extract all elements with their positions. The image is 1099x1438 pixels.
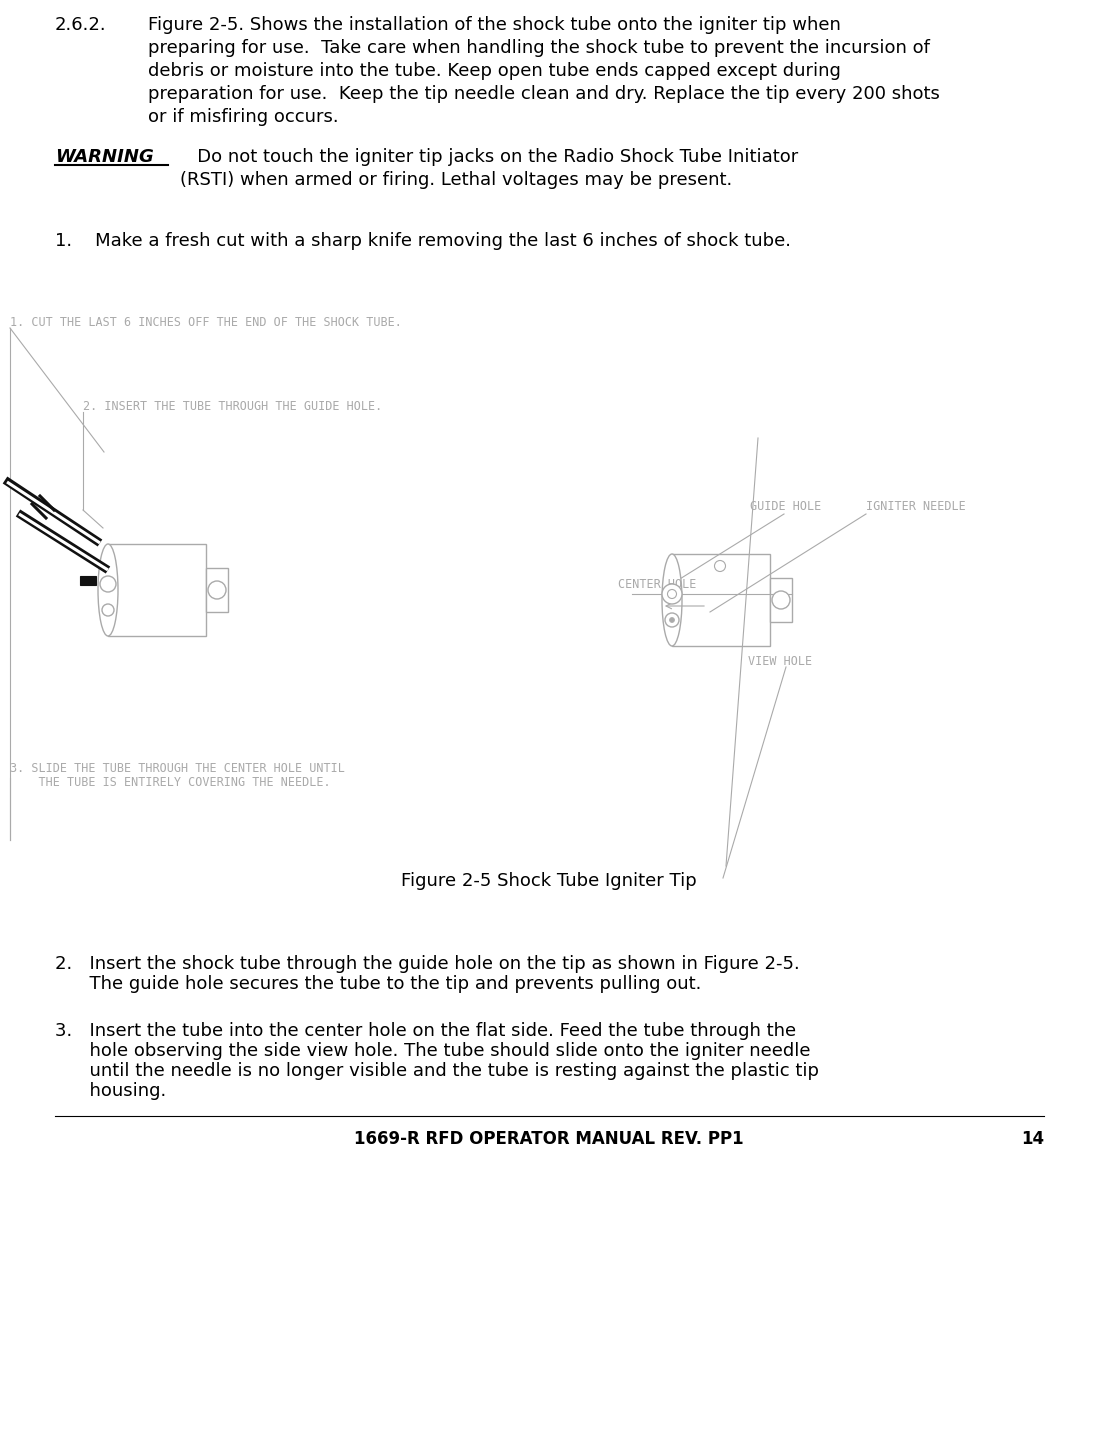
Circle shape	[714, 561, 725, 571]
Text: 1. CUT THE LAST 6 INCHES OFF THE END OF THE SHOCK TUBE.: 1. CUT THE LAST 6 INCHES OFF THE END OF …	[10, 316, 402, 329]
Bar	[108, 544, 206, 636]
Text: 3.   Insert the tube into the center hole on the flat side. Feed the tube throug: 3. Insert the tube into the center hole …	[55, 1022, 796, 1040]
Text: GUIDE HOLE: GUIDE HOLE	[750, 500, 821, 513]
Text: 3. SLIDE THE TUBE THROUGH THE CENTER HOLE UNTIL: 3. SLIDE THE TUBE THROUGH THE CENTER HOL…	[10, 762, 345, 775]
Text: The guide hole secures the tube to the tip and prevents pulling out.: The guide hole secures the tube to the t…	[55, 975, 701, 994]
Ellipse shape	[662, 554, 682, 646]
Text: WARNING: WARNING	[55, 148, 154, 165]
Circle shape	[208, 581, 226, 600]
Text: until the needle is no longer visible and the tube is resting against the plasti: until the needle is no longer visible an…	[55, 1063, 819, 1080]
Text: 1.    Make a fresh cut with a sharp knife removing the last 6 inches of shock tu: 1. Make a fresh cut with a sharp knife r…	[55, 232, 791, 250]
Text: 2.6.2.: 2.6.2.	[55, 16, 107, 35]
Bar	[671, 554, 770, 646]
Text: 2. INSERT THE TUBE THROUGH THE GUIDE HOLE.: 2. INSERT THE TUBE THROUGH THE GUIDE HOL…	[84, 400, 382, 413]
Bar	[206, 568, 227, 613]
Circle shape	[662, 584, 682, 604]
Circle shape	[102, 604, 114, 615]
Text: THE TUBE IS ENTIRELY COVERING THE NEEDLE.: THE TUBE IS ENTIRELY COVERING THE NEEDLE…	[10, 777, 331, 789]
Text: hole observing the side view hole. The tube should slide onto the igniter needle: hole observing the side view hole. The t…	[55, 1043, 810, 1060]
Circle shape	[100, 577, 116, 592]
Circle shape	[665, 613, 679, 627]
Circle shape	[771, 591, 790, 610]
Text: IGNITER NEEDLE: IGNITER NEEDLE	[866, 500, 966, 513]
Bar	[80, 577, 96, 585]
Circle shape	[667, 590, 677, 598]
Text: Figure 2-5. Shows the installation of the shock tube onto the igniter tip when
p: Figure 2-5. Shows the installation of th…	[148, 16, 940, 125]
Ellipse shape	[98, 544, 118, 636]
Text: VIEW HOLE: VIEW HOLE	[748, 654, 812, 669]
Text: 14: 14	[1021, 1130, 1044, 1148]
Text: Do not touch the igniter tip jacks on the Radio Shock Tube Initiator
(RSTI) when: Do not touch the igniter tip jacks on th…	[180, 148, 798, 188]
Circle shape	[669, 617, 675, 623]
Text: CENTER HOLE: CENTER HOLE	[618, 578, 697, 591]
Text: 1669-R RFD OPERATOR MANUAL REV. PP1: 1669-R RFD OPERATOR MANUAL REV. PP1	[354, 1130, 744, 1148]
Text: 2.   Insert the shock tube through the guide hole on the tip as shown in Figure : 2. Insert the shock tube through the gui…	[55, 955, 800, 974]
Text: Figure 2-5 Shock Tube Igniter Tip: Figure 2-5 Shock Tube Igniter Tip	[401, 871, 697, 890]
Text: housing.: housing.	[55, 1081, 166, 1100]
Bar	[770, 578, 792, 623]
